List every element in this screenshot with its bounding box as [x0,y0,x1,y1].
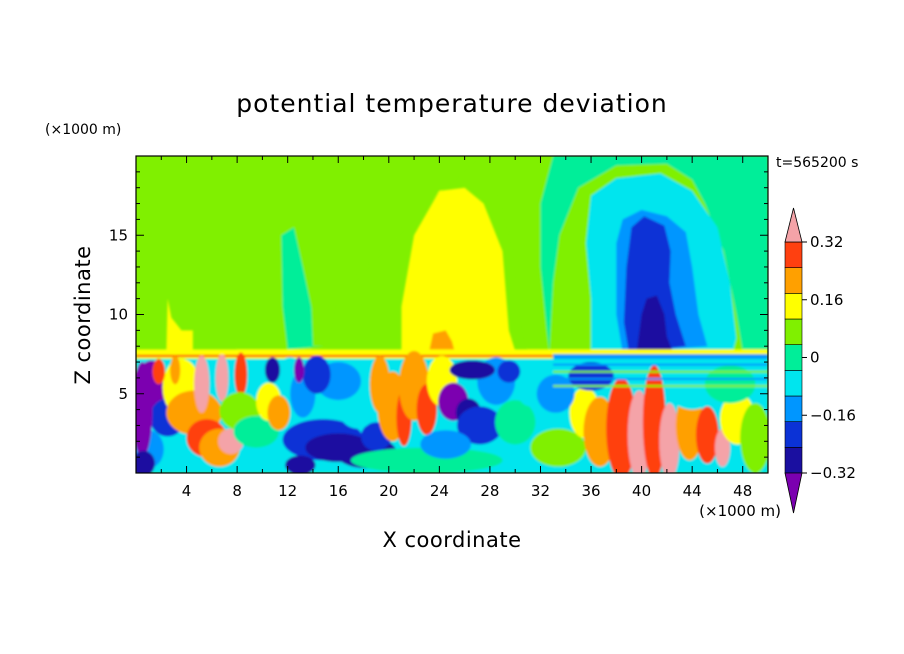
x-tick-label: 8 [232,482,242,500]
x-tick-label: 4 [182,482,192,500]
x-tick-label: 32 [531,482,550,500]
y-tick-label: 5 [118,385,128,403]
colorbar-segment [784,241,803,268]
colorbar-segment [784,318,803,345]
contour-blob [294,357,305,383]
contour-blob [457,406,503,445]
upper-mint-right [540,156,768,351]
colorbar: 0.32 0.16 0 −0.16 −0.32 [784,207,856,514]
chart-title: potential temperature deviation [236,89,667,118]
colorbar-over-arrow [784,207,803,243]
interface-wave-stripe [553,363,768,366]
contour-blob [194,355,210,413]
y-axis-title: Z coordinate [71,245,95,384]
y-tick-label: 15 [109,226,128,244]
x-tick-label: 40 [632,482,651,500]
contour-blob [740,403,768,473]
colorbar-tick-label: −0.32 [810,464,856,482]
contour-blob [666,365,718,410]
contour-blob [497,360,521,383]
x-tick-label: 36 [581,482,600,500]
contour-blob [449,360,495,380]
upper-yellow-center [401,187,516,351]
contour-blob [170,355,181,385]
contour-blob [494,400,536,445]
contour-blob [530,428,586,467]
x-tick-label: 28 [480,482,499,500]
contour-blob [536,374,575,413]
y-unit-label: (×1000 m) [45,122,121,138]
contour-region [429,330,455,351]
x-tick-label: 16 [329,482,348,500]
interface-wave-stripe [553,370,768,373]
colorbar-segment [784,344,803,371]
colorbar-segment [784,421,803,448]
x-tick-label: 12 [278,482,297,500]
colorbar-segment [784,447,803,474]
contour-blob [242,453,278,473]
contour-blob [704,365,756,404]
colorbar-tick-label: 0.32 [810,233,843,251]
contour-blob [420,430,471,459]
contour-blob [215,354,229,402]
contour-blob [233,415,279,448]
contour-field [136,156,768,473]
contour-blob [695,406,719,464]
colorbar-tick-label: 0 [810,349,820,367]
y-tick-label: 10 [109,306,128,324]
interface-band-right [553,354,768,361]
interface-wave-stripe [553,377,768,380]
colorbar-segment [784,267,803,294]
interface-band-red [136,354,554,357]
contour-blob [264,357,281,383]
colorbar-tick-label: −0.16 [810,406,856,424]
contour-region [302,156,440,347]
colorbar-segment [784,395,803,422]
upper-navy-right [636,295,674,353]
contour-blob [659,403,680,473]
contour-blob [136,450,155,473]
x-tick-label: 20 [379,482,398,500]
contour-blob [568,362,614,391]
upper-blue-right [623,216,686,353]
time-label: t=565200 s [776,155,858,171]
x-tick-label: 44 [683,482,702,500]
x-axis-title: X coordinate [382,528,521,552]
contour-blob [285,455,316,473]
y-axis: 5 10 15 [109,171,768,458]
interface-band-yellow [136,349,768,359]
upper-yellow-left [166,298,193,353]
contour-blob [302,355,331,394]
interface-wave-stripe [553,385,768,388]
contour-regions [136,156,768,473]
x-tick-label: 48 [733,482,752,500]
contour-blob [267,395,291,431]
colorbar-tick-label: 0.16 [810,291,843,309]
colorbar-segment [784,370,803,397]
contour-blob [136,362,153,458]
x-tick-label: 24 [430,482,449,500]
x-unit-label: (×1000 m) [699,502,781,520]
contour-blob [234,352,248,397]
colorbar-segment [784,293,803,320]
x-axis: 4 8 12 16 20 24 28 32 36 40 44 48 [160,156,752,500]
colorbar-under-arrow [784,472,803,514]
contour-blob [152,358,166,385]
